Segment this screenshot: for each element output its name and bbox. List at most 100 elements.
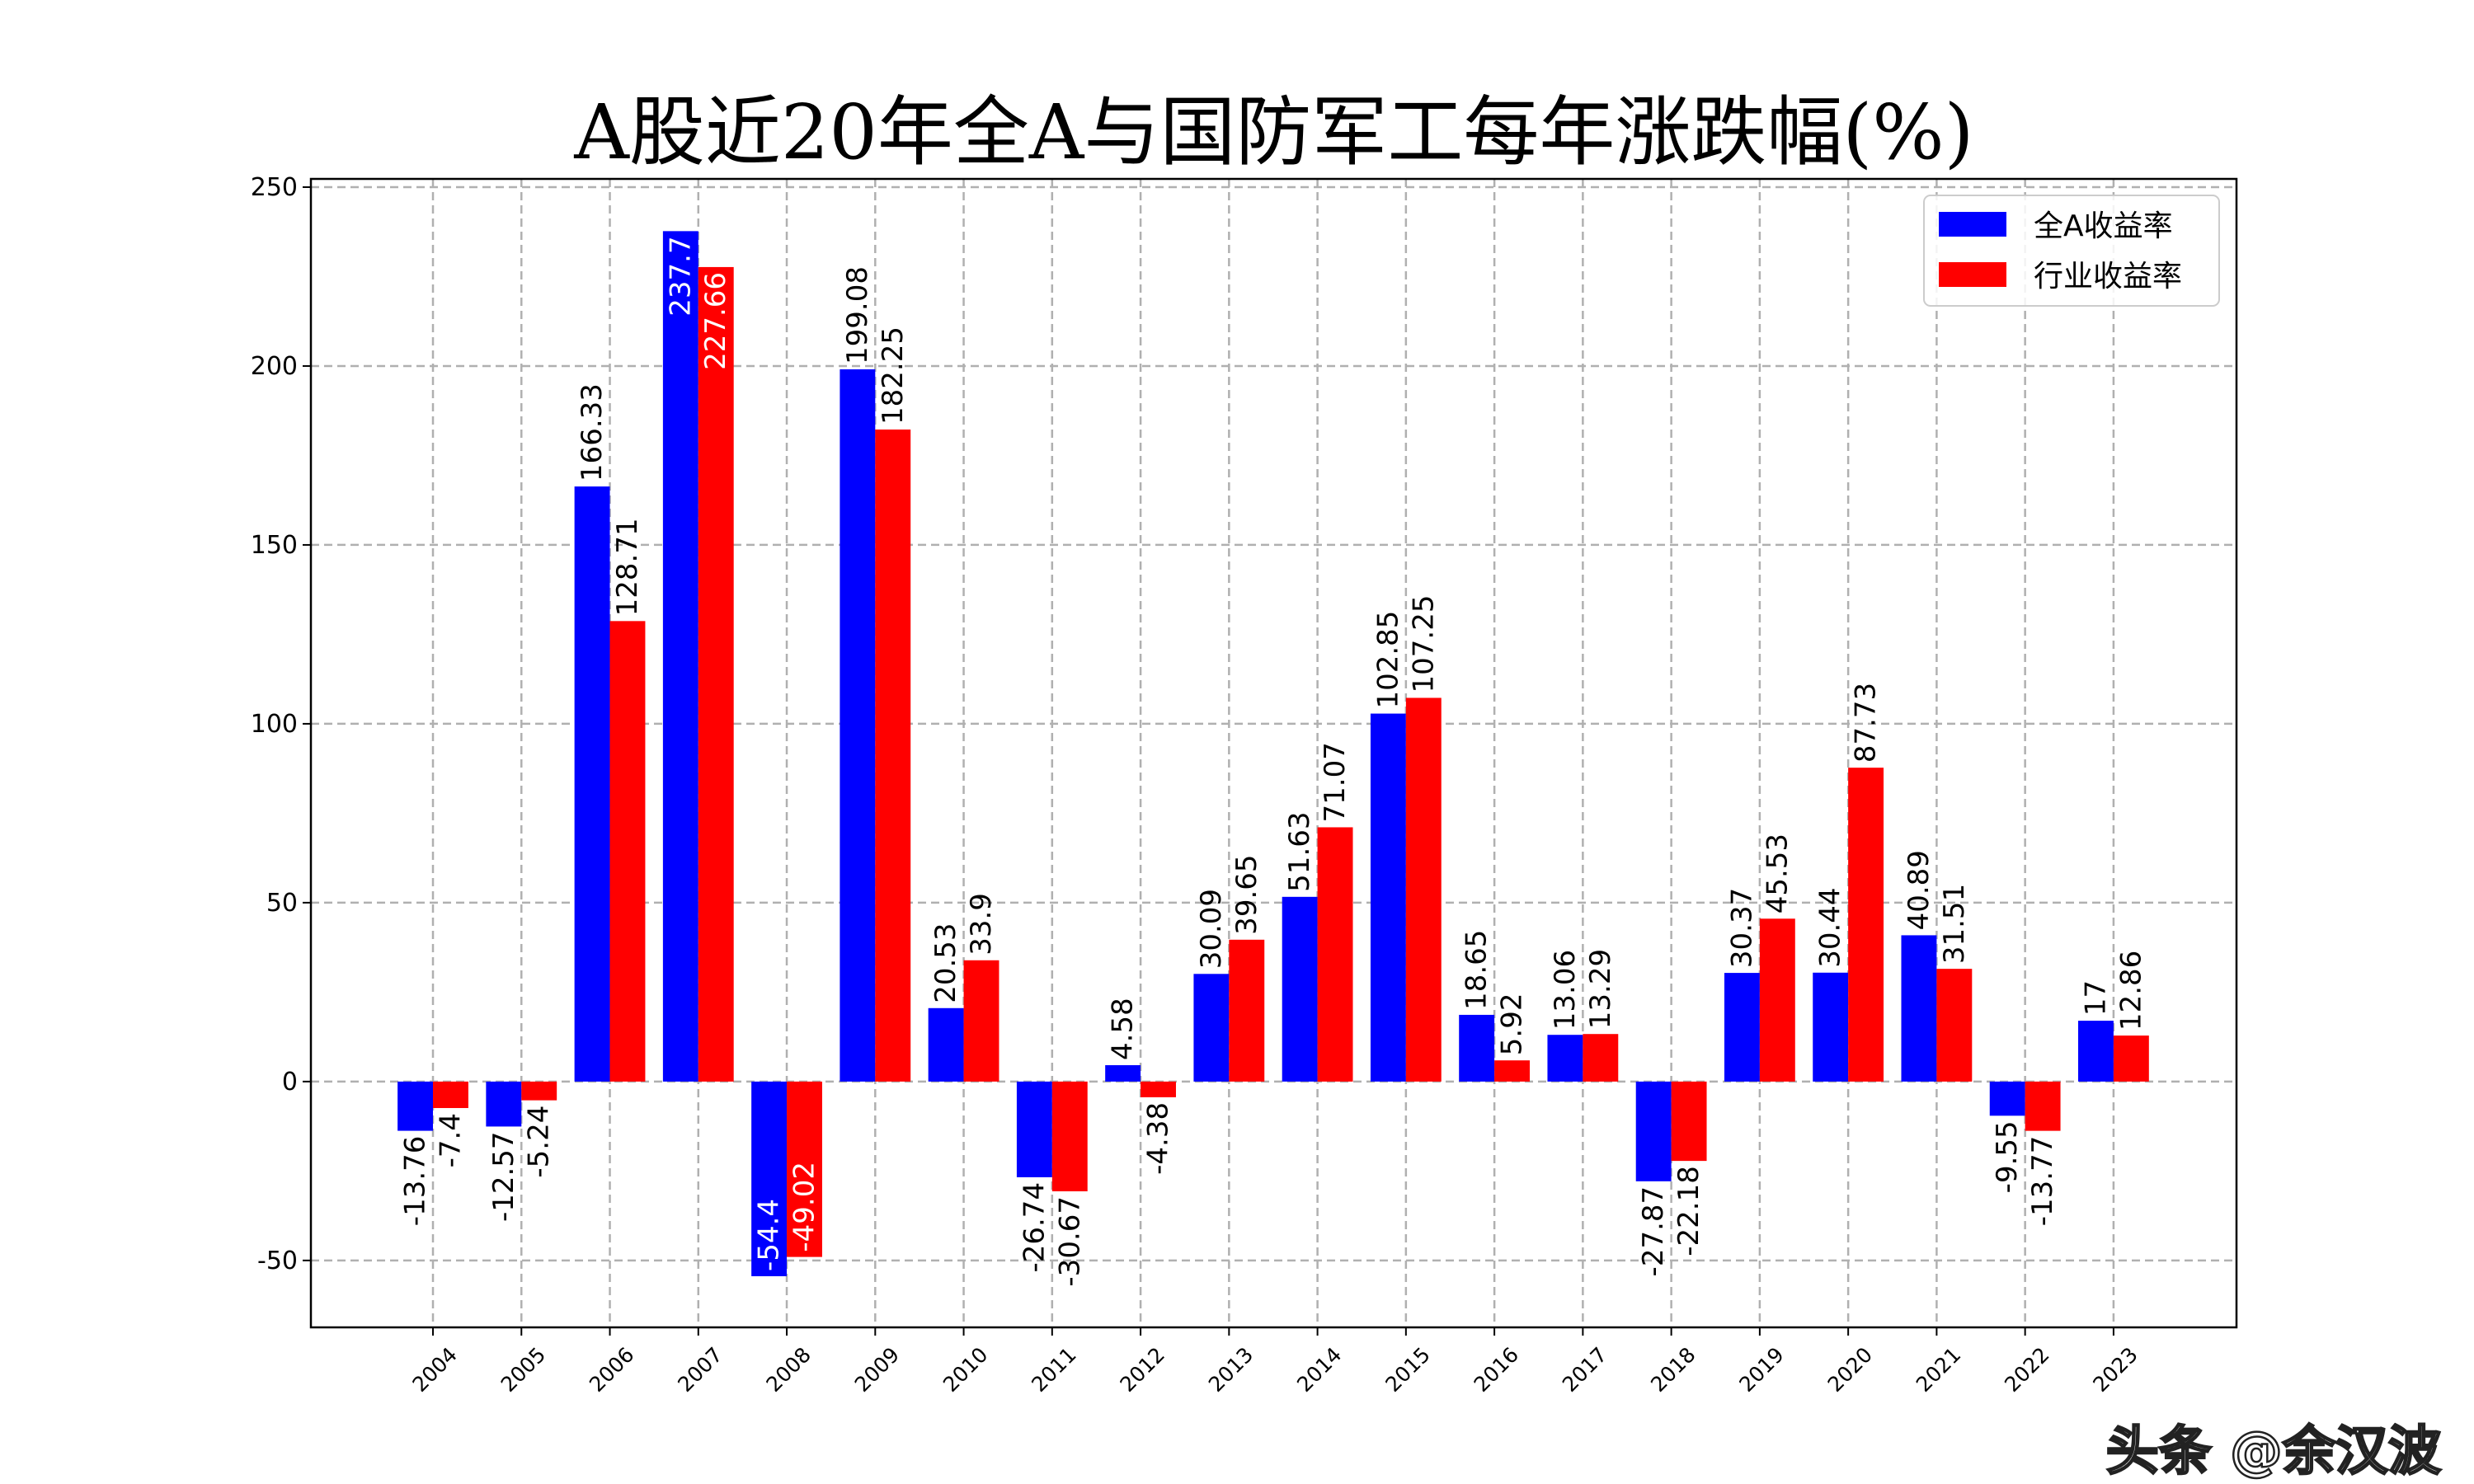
data-label-industry: 71.07 <box>1319 742 1352 822</box>
data-label-all-a: 51.63 <box>1283 811 1316 891</box>
data-label-all-a: 4.58 <box>1107 998 1140 1060</box>
data-label-all-a: -54.4 <box>753 1199 786 1271</box>
x-tick-label: 2007 <box>673 1342 727 1396</box>
y-tick-label: 250 <box>251 173 298 202</box>
bar-industry <box>2025 1081 2061 1131</box>
bar-all-a <box>1282 896 1318 1082</box>
bar-industry <box>609 621 646 1082</box>
data-label-industry: -49.02 <box>788 1162 821 1252</box>
bar-all-a <box>1370 713 1406 1082</box>
bar-all-a <box>1813 972 1849 1082</box>
y-tick-label: 100 <box>251 710 298 739</box>
data-label-all-a: 13.06 <box>1549 950 1582 1030</box>
data-label-industry: 33.9 <box>965 893 998 956</box>
bar-all-a <box>1989 1081 2025 1116</box>
data-label-industry: -30.67 <box>1053 1196 1086 1287</box>
y-tick-label: 0 <box>282 1068 298 1097</box>
x-tick-label: 2018 <box>1646 1342 1700 1396</box>
x-tick-label: 2017 <box>1558 1342 1611 1396</box>
data-label-all-a: 30.37 <box>1725 888 1758 968</box>
bar-all-a <box>1016 1081 1052 1177</box>
y-tick-label: 200 <box>251 352 298 381</box>
bar-all-a <box>1105 1064 1141 1082</box>
bar-industry <box>787 1081 822 1257</box>
data-label-all-a: -9.55 <box>1991 1120 2024 1193</box>
x-tick-label: 2009 <box>850 1342 904 1396</box>
x-tick-label: 2022 <box>2000 1342 2053 1396</box>
bar-all-a <box>1635 1081 1672 1181</box>
data-label-all-a: 40.89 <box>1903 850 1935 930</box>
data-label-all-a: -26.74 <box>1018 1182 1051 1273</box>
y-tick-label: -50 <box>257 1247 298 1275</box>
x-tick-label: 2013 <box>1204 1342 1258 1396</box>
y-tick-label: 150 <box>251 531 298 560</box>
bar-industry <box>1229 939 1265 1082</box>
bar-industry <box>698 266 734 1082</box>
watermark: 头条 @余汉波 <box>2106 1421 2441 1482</box>
x-tick-label: 2021 <box>1912 1342 1965 1396</box>
x-tick-label: 2019 <box>1734 1342 1788 1396</box>
data-label-all-a: 20.53 <box>929 923 962 1003</box>
data-label-industry: 87.73 <box>1850 683 1883 763</box>
bar-all-a <box>928 1007 964 1082</box>
data-label-all-a: 237.7 <box>664 236 697 316</box>
bar-industry <box>1405 697 1442 1082</box>
data-label-industry: 45.53 <box>1761 834 1794 913</box>
bar-industry <box>1583 1034 1619 1082</box>
data-label-all-a: 166.33 <box>576 383 609 481</box>
data-label-industry: -5.24 <box>523 1106 556 1178</box>
legend-label-industry: 行业收益率 <box>2034 260 2182 294</box>
data-label-industry: 227.66 <box>699 272 732 370</box>
bar-all-a <box>751 1081 788 1276</box>
bar-all-a <box>574 486 610 1082</box>
data-label-industry: 128.71 <box>611 518 644 616</box>
bar-industry <box>1051 1081 1088 1191</box>
bar-all-a <box>1547 1035 1583 1082</box>
bar-all-a <box>397 1081 434 1131</box>
bar-industry <box>1671 1081 1707 1162</box>
bar-industry <box>2113 1036 2149 1082</box>
x-tick-label: 2012 <box>1116 1342 1169 1396</box>
x-tick-label: 2005 <box>496 1342 550 1396</box>
data-label-industry: -22.18 <box>1672 1166 1705 1256</box>
x-tick-label: 2010 <box>938 1342 992 1396</box>
data-label-industry: 39.65 <box>1230 854 1263 934</box>
bar-industry <box>875 429 911 1082</box>
bar-industry <box>433 1081 468 1108</box>
plot-frame <box>309 177 2238 1329</box>
bar-industry <box>963 960 999 1082</box>
bar-industry <box>1759 918 1795 1082</box>
bar-industry <box>1317 827 1353 1082</box>
legend-swatch-all-a <box>1939 212 2006 237</box>
x-tick-label: 2014 <box>1292 1342 1346 1396</box>
data-label-industry: 182.25 <box>877 326 910 425</box>
y-axis: -50 0 50 100 150 200 250 <box>251 173 311 1275</box>
bar-all-a <box>662 231 698 1082</box>
bar-all-a <box>1459 1014 1495 1082</box>
bar-industry <box>1936 969 1973 1082</box>
chart-title: A股近20年全A与国防军工每年涨跌幅(%) <box>573 88 1973 176</box>
bars <box>397 231 2149 1276</box>
legend-swatch-industry <box>1939 262 2006 287</box>
x-tick-label: 2023 <box>2088 1342 2142 1396</box>
data-label-industry: -7.4 <box>434 1113 467 1167</box>
y-tick-label: 50 <box>266 889 298 918</box>
x-tick-label: 2008 <box>762 1342 816 1396</box>
data-label-industry: 31.51 <box>1938 884 1971 964</box>
data-label-all-a: -27.87 <box>1637 1186 1670 1277</box>
x-tick-label: 2004 <box>407 1342 461 1396</box>
data-label-industry: -4.38 <box>1142 1102 1175 1175</box>
data-label-all-a: 102.85 <box>1371 611 1404 709</box>
x-axis: 2004 2005 2006 2007 2008 2009 2010 2011 2012 2013… <box>407 1327 2142 1397</box>
data-label-all-a: 30.44 <box>1814 887 1847 967</box>
bar-industry <box>521 1081 557 1101</box>
legend-label-all-a: 全A收益率 <box>2034 209 2173 243</box>
data-label-industry: 5.92 <box>1496 993 1529 1055</box>
bar-all-a <box>840 369 876 1082</box>
data-label-industry: 12.86 <box>2114 951 2147 1031</box>
bar-all-a <box>486 1081 522 1127</box>
data-label-industry: 107.25 <box>1407 594 1440 693</box>
x-tick-label: 2006 <box>585 1342 638 1396</box>
data-label-all-a: -12.57 <box>487 1131 520 1222</box>
